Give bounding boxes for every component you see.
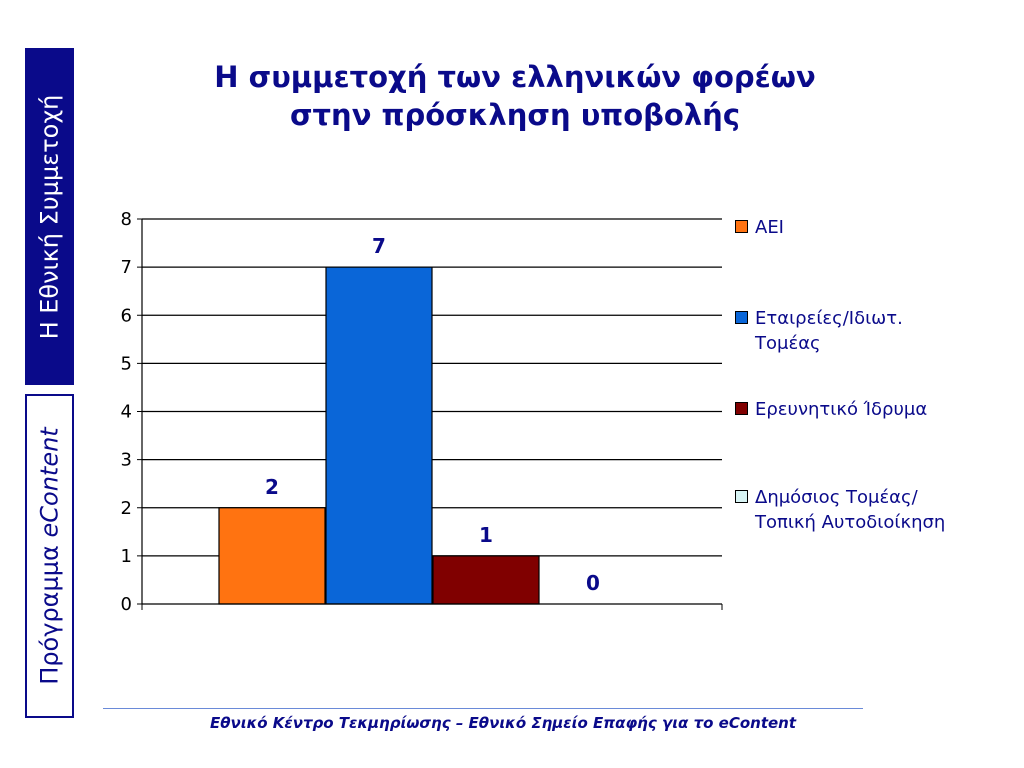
y-tick-label: 2	[121, 498, 132, 519]
legend-label: Ερευνητικό Ίδρυμα	[755, 399, 928, 420]
y-tick-label: 8	[121, 209, 132, 230]
y-tick-label: 6	[121, 305, 132, 326]
bar	[325, 266, 433, 605]
legend-label: ΑΕΙ	[755, 217, 784, 238]
bar-data-label: 7	[372, 234, 386, 258]
legend-swatch	[735, 490, 748, 503]
footer-divider	[103, 708, 863, 709]
legend-label: Δημόσιος Τομέας/Τοπική Αυτοδιοίκηση	[755, 487, 946, 533]
title-line-1: Η συμμετοχή των ελληνικών φορέων	[214, 60, 816, 94]
bar-data-label: 0	[586, 571, 600, 595]
bar	[218, 507, 326, 605]
legend-item: Εταιρείες/Ιδιωτ. Τομέας	[735, 306, 955, 356]
legend-item: Ερευνητικό Ίδρυμα	[735, 397, 955, 422]
legend-label: Εταιρείες/Ιδιωτ. Τομέας	[755, 308, 903, 354]
footer: Εθνικό Κέντρο Τεκμηρίωσης – Εθνικό Σημεί…	[103, 714, 903, 732]
sidebar-bottom-label: Πρόγραμμα eContent	[36, 427, 64, 684]
legend-item: ΑΕΙ	[735, 215, 955, 240]
legend-item: Δημόσιος Τομέας/Τοπική Αυτοδιοίκηση	[735, 485, 955, 535]
bar	[432, 555, 540, 605]
sidebar-program-label: Πρόγραμμα eContent	[25, 394, 74, 718]
bar-chart: 0 1 2 3 4 5 6 7 8 2 7 1 0	[121, 209, 723, 615]
page-title: Η συμμετοχή των ελληνικών φορέων στην πρ…	[140, 58, 890, 134]
sidebar-top-label: Η Εθνική Συμμετοχή	[35, 94, 64, 339]
y-tick-label: 1	[121, 546, 132, 567]
y-tick-label: 4	[121, 402, 132, 423]
sidebar-bottom-brand: eContent	[35, 427, 64, 538]
y-tick-label: 0	[121, 594, 132, 615]
bar-data-label: 2	[265, 475, 279, 499]
legend-swatch	[735, 311, 748, 324]
title-line-2: στην πρόσκληση υποβολής	[289, 98, 741, 132]
sidebar-bottom-prefix: Πρόγραμμα	[35, 537, 64, 685]
sidebar-section-label: Η Εθνική Συμμετοχή	[25, 48, 74, 385]
y-tick-label: 5	[121, 353, 132, 374]
y-tick-label: 7	[121, 257, 132, 278]
y-tick-label: 3	[121, 450, 132, 471]
legend-swatch	[735, 402, 748, 415]
bar-data-label: 1	[479, 523, 493, 547]
footer-text: Εθνικό Κέντρο Τεκμηρίωσης – Εθνικό Σημεί…	[209, 714, 719, 732]
legend-swatch	[735, 220, 748, 233]
footer-brand: eContent	[718, 714, 797, 732]
